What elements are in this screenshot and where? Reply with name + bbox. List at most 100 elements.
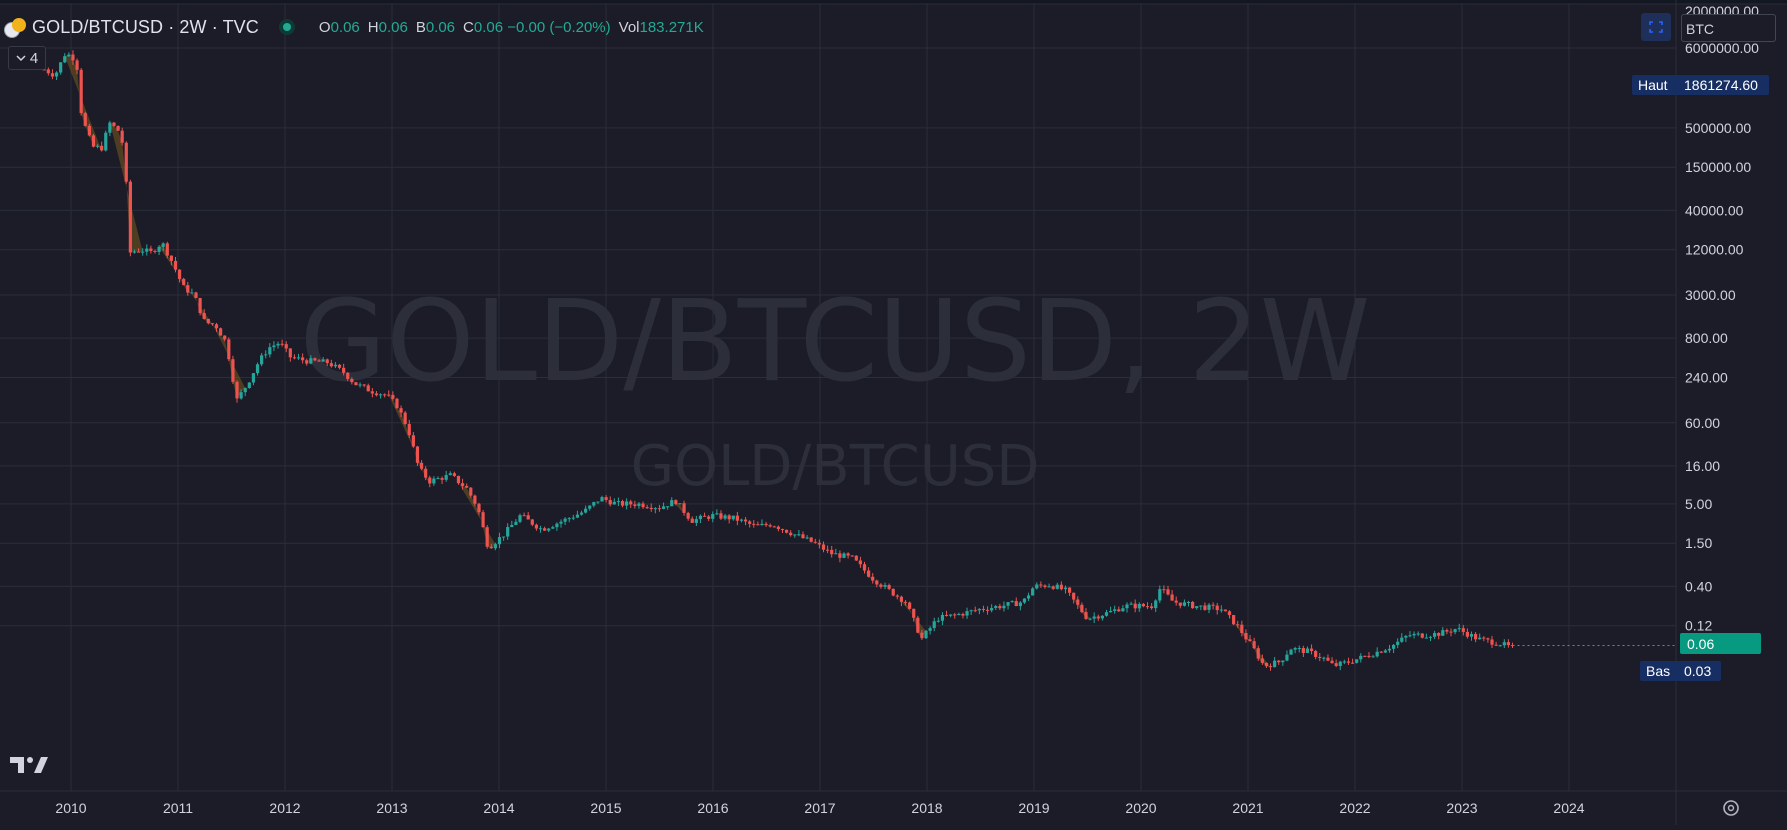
y-tick-label: 240.00 [1685, 369, 1728, 385]
candle [1478, 633, 1482, 640]
candle [460, 478, 465, 490]
candle [350, 377, 354, 385]
candle [629, 499, 633, 509]
x-tick-label: 2013 [376, 800, 407, 816]
candle [1498, 644, 1502, 647]
y-tick-label: 12000.00 [1685, 242, 1744, 258]
candle [50, 69, 55, 80]
candle [1416, 631, 1420, 637]
candle [227, 337, 231, 362]
candle [157, 245, 161, 255]
candle [1059, 581, 1063, 591]
candle [477, 502, 481, 515]
candle [1244, 629, 1248, 643]
candle [128, 179, 132, 257]
market-status-icon[interactable] [278, 19, 295, 35]
candle [846, 552, 850, 559]
candle [1273, 657, 1277, 668]
candle [1035, 582, 1039, 590]
candle [1072, 592, 1076, 604]
currency-selector[interactable]: BTC [1681, 14, 1776, 42]
candle [67, 52, 71, 58]
x-tick-label: 2014 [483, 800, 514, 816]
candle [686, 511, 690, 521]
y-tick-label: 60.00 [1685, 415, 1720, 431]
candle [1186, 600, 1191, 607]
x-tick-label: 2015 [590, 800, 621, 816]
candle [465, 483, 469, 488]
candle [1326, 654, 1330, 662]
candle [1047, 583, 1051, 588]
candle [1469, 631, 1474, 641]
fullscreen-button[interactable] [1641, 13, 1671, 41]
candle [1088, 617, 1092, 621]
indicators-toggle-button[interactable]: 4 [8, 46, 46, 70]
settings-gear-icon[interactable] [1723, 800, 1739, 816]
candle [977, 608, 981, 615]
open-value: 0.06 [330, 18, 360, 36]
candle [1158, 585, 1162, 604]
candle [419, 460, 424, 471]
candle [1268, 663, 1273, 671]
price-axis[interactable]: 2000000.006000000.00500000.00150000.0040… [1685, 3, 1759, 634]
tradingview-logo-icon[interactable] [10, 755, 48, 780]
candle [604, 495, 608, 503]
candle [1006, 601, 1010, 610]
trend-fill [159, 243, 213, 325]
candle [1350, 658, 1355, 664]
candle [1252, 637, 1256, 650]
candle [1080, 602, 1084, 614]
candle [1002, 601, 1006, 612]
candle [1314, 649, 1318, 660]
candle [1191, 600, 1195, 609]
candle [1133, 599, 1137, 613]
candle [674, 499, 678, 506]
candle [79, 67, 83, 116]
candle [428, 475, 432, 488]
candle [1162, 585, 1166, 594]
candle [1174, 596, 1178, 606]
candle [1318, 652, 1322, 662]
candle [871, 573, 875, 584]
top-border [0, 0, 1787, 4]
volume-label: Vol [618, 18, 640, 36]
candle [424, 466, 428, 481]
low-value: 0.03 [1684, 663, 1711, 679]
candle [243, 387, 247, 397]
symbol-title[interactable]: GOLD/BTCUSD · 2W · TVC [32, 16, 259, 37]
close-label: C [463, 18, 474, 36]
candle [1277, 659, 1281, 665]
volume-value: 183.271K [639, 18, 704, 36]
candle [633, 500, 637, 509]
candle [637, 501, 641, 509]
candle [501, 536, 506, 541]
candle [1474, 631, 1478, 643]
candle [748, 520, 752, 528]
candle [506, 523, 510, 540]
candle [990, 604, 994, 613]
chevron-down-icon [16, 55, 26, 62]
candle [1141, 602, 1145, 608]
trend-fill [454, 475, 496, 549]
candle [59, 62, 63, 75]
candle [1482, 636, 1486, 642]
candle [63, 53, 67, 64]
candle [186, 281, 190, 296]
low-badge: Bas 0.03 [1640, 661, 1721, 681]
candle [489, 543, 493, 549]
candle [1051, 585, 1055, 591]
candle [255, 362, 260, 376]
candle [838, 550, 842, 563]
candle [953, 612, 957, 619]
y-tick-label: 500000.00 [1685, 120, 1751, 136]
candle [284, 341, 288, 353]
candle [657, 504, 662, 512]
candle [879, 583, 883, 589]
time-axis[interactable]: 2010 2011 2012 2013 2014 2015 2016 2017 2018 2019… [55, 800, 1584, 816]
candle [666, 506, 670, 510]
candle [805, 535, 809, 540]
candle [1256, 645, 1260, 661]
candle [1248, 635, 1252, 642]
candle [1260, 654, 1264, 665]
